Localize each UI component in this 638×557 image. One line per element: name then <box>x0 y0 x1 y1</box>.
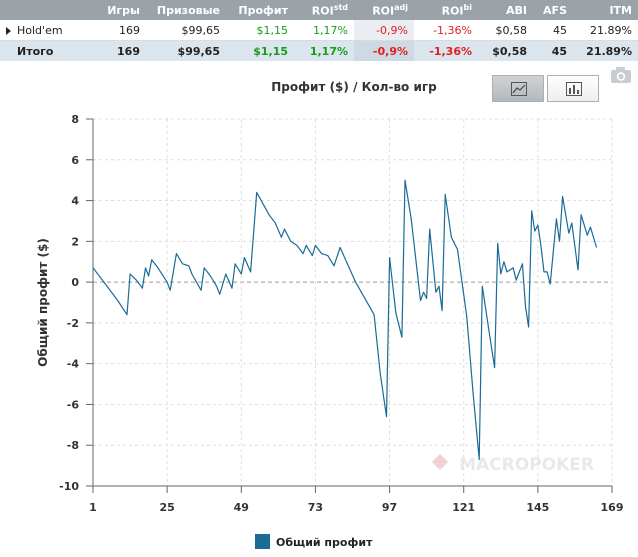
table-cell: 21.89% <box>573 20 638 41</box>
y-tick-label: 2 <box>71 235 79 248</box>
header-afs[interactable]: AFS <box>533 0 573 20</box>
legend-swatch[interactable] <box>255 534 270 549</box>
y-axis-label: Общий профит ($) <box>36 238 50 367</box>
x-tick-label: 1 <box>89 501 97 514</box>
table-cell: Итого <box>0 40 88 61</box>
bar-chart-icon <box>566 82 582 96</box>
table-cell: $0,58 <box>478 20 533 41</box>
header-games[interactable]: Игры <box>88 0 146 20</box>
table-header-row: Игры Призовые Профит ROIstd ROIadj ROIbi… <box>0 0 638 20</box>
table-total-row: Итого 169 $99,65 $1,15 1,17% -0,9% -1,36… <box>0 40 638 61</box>
y-tick-label: 4 <box>71 195 79 208</box>
y-tick-label: 0 <box>71 276 79 289</box>
x-tick-label: 97 <box>382 501 397 514</box>
header-roi-adj[interactable]: ROIadj <box>354 0 414 20</box>
row-name-cell[interactable]: Hold'em <box>0 20 88 41</box>
table-cell: 45 <box>533 40 573 61</box>
x-tick-label: 121 <box>452 501 475 514</box>
y-tick-label: -8 <box>67 439 79 452</box>
y-tick-label: -10 <box>59 480 79 493</box>
table-cell: -1,36% <box>414 40 478 61</box>
table-cell: 169 <box>88 40 146 61</box>
table-cell: $99,65 <box>146 40 226 61</box>
line-view-button[interactable] <box>492 75 544 102</box>
x-tick-label: 73 <box>308 501 323 514</box>
bar-view-button[interactable] <box>547 75 599 102</box>
table-cell: $0,58 <box>478 40 533 61</box>
table-cell: 1,17% <box>294 40 354 61</box>
series-line <box>92 179 598 461</box>
x-tick-label: 145 <box>526 501 549 514</box>
table-row[interactable]: Hold'em 169 $99,65 $1,15 1,17% -0,9% -1,… <box>0 20 638 41</box>
profit-chart: MACROPOKER 8 6 4 2 0 -2 -4 -6 -8 -10 1 25 49 73 97 121 14… <box>36 80 624 549</box>
watermark-logo-icon <box>432 454 448 470</box>
table-cell: $1,15 <box>226 20 294 41</box>
line-chart-icon <box>511 82 527 96</box>
header-profit[interactable]: Профит <box>226 0 294 20</box>
x-tick-label: 169 <box>601 501 624 514</box>
camera-icon[interactable] <box>610 66 632 84</box>
chart-title: Профит ($) / Кол-во игр <box>271 80 437 94</box>
watermark-text: MACROPOKER <box>459 455 594 475</box>
header-roi-bi[interactable]: ROIbi <box>414 0 478 20</box>
y-tick-label: -2 <box>67 317 79 330</box>
table-cell: 45 <box>533 20 573 41</box>
table-cell: $1,15 <box>226 40 294 61</box>
x-tick-label: 25 <box>159 501 174 514</box>
header-prize[interactable]: Призовые <box>146 0 226 20</box>
table-cell: 1,17% <box>294 20 354 41</box>
y-tick-label: -6 <box>67 398 80 411</box>
legend-label[interactable]: Общий профит <box>276 536 373 549</box>
table-cell: -0,9% <box>354 40 414 61</box>
header-roi-std[interactable]: ROIstd <box>294 0 354 20</box>
expand-arrow-icon[interactable] <box>6 26 11 35</box>
header-name <box>0 0 88 20</box>
header-abi[interactable]: ABI <box>478 0 533 20</box>
header-itm[interactable]: ITM <box>573 0 638 20</box>
y-tick-label: 6 <box>71 154 79 167</box>
stats-table: Игры Призовые Профит ROIstd ROIadj ROIbi… <box>0 0 638 61</box>
y-tick-label: 8 <box>71 113 79 126</box>
table-cell: 169 <box>88 20 146 41</box>
x-tick-label: 49 <box>234 501 249 514</box>
table-cell: 21.89% <box>573 40 638 61</box>
table-cell: $99,65 <box>146 20 226 41</box>
table-cell: -0,9% <box>354 20 414 41</box>
y-tick-label: -4 <box>67 358 80 371</box>
table-cell: -1,36% <box>414 20 478 41</box>
